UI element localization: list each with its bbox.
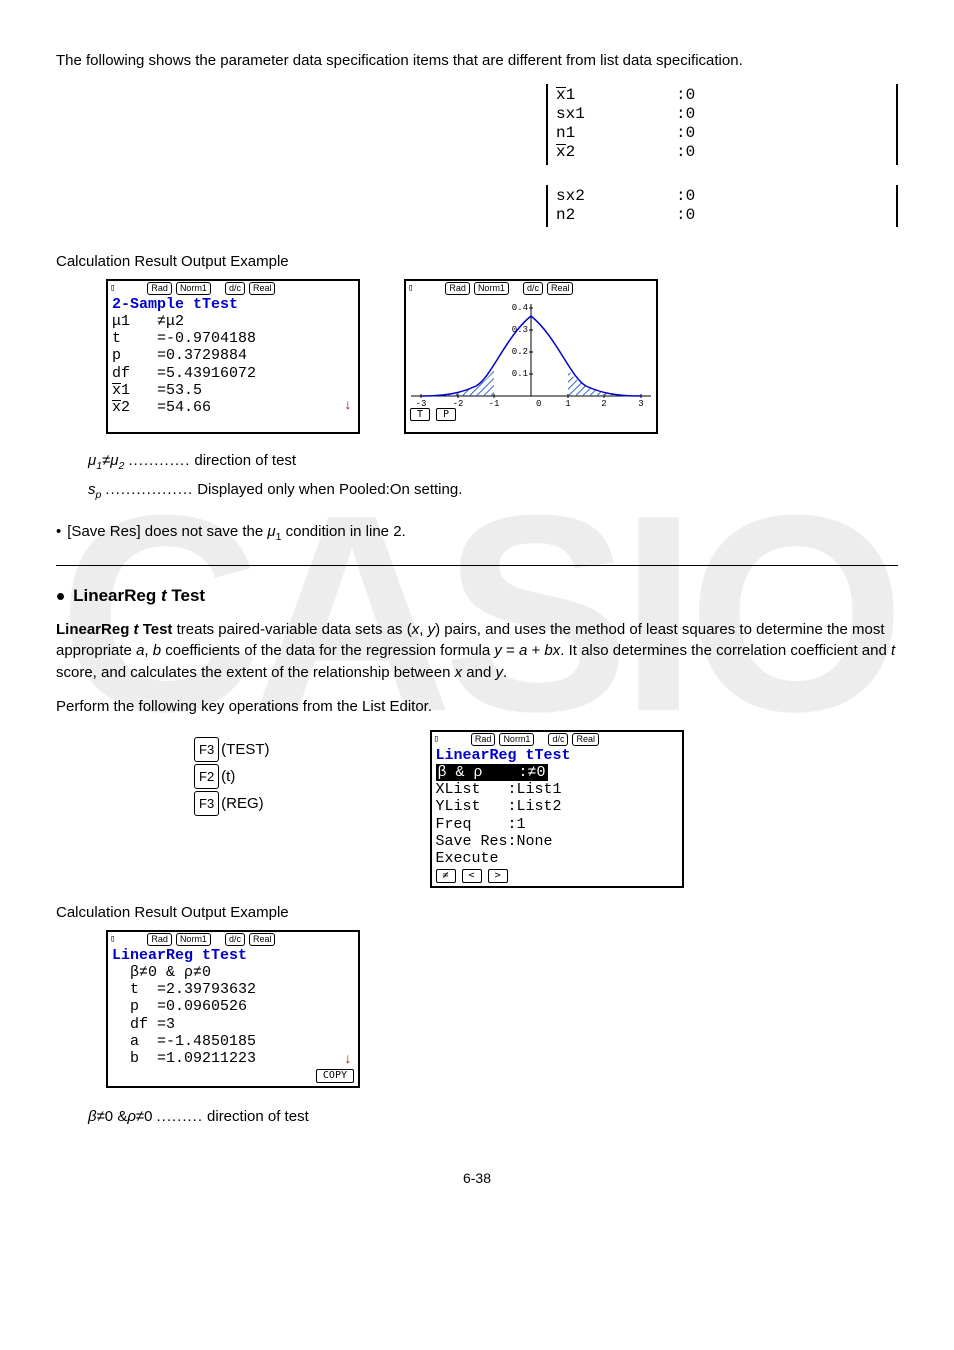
- result-row: a =-1.4850185: [112, 1033, 354, 1050]
- svg-text:-3: -3: [416, 399, 427, 408]
- intro-paragraph: The following shows the parameter data s…: [56, 50, 898, 72]
- battery-icon: ▯: [110, 283, 115, 293]
- definition-row: β≠0 & ρ≠0 ......... direction of test: [88, 1106, 898, 1128]
- key-operations: F3(TEST) F2(t) F3(REG): [194, 736, 270, 817]
- fkey-copy[interactable]: COPY: [316, 1069, 354, 1083]
- keycap-f3: F3: [194, 737, 219, 762]
- scroll-down-icon: ↓: [344, 398, 352, 414]
- badge-real: Real: [249, 282, 276, 295]
- svg-text:2: 2: [601, 399, 606, 408]
- badge-rad: Rad: [147, 282, 172, 295]
- result-row: x1 =53.5: [112, 382, 354, 399]
- svg-text:3: 3: [638, 399, 643, 408]
- linearreg-description: LinearReg t Test treats paired-variable …: [56, 619, 898, 684]
- definition-row: sp ................. Displayed only when…: [88, 479, 898, 503]
- svg-text:1: 1: [565, 399, 570, 408]
- param-block-2: sx2:0 n2:0: [546, 185, 898, 227]
- screen-row: Execute: [436, 850, 678, 867]
- screen-title: 2-Sample tTest: [112, 296, 354, 313]
- svg-text:0.4: 0.4: [512, 303, 528, 313]
- perform-line: Perform the following key operations fro…: [56, 696, 898, 718]
- screen-row-inverse: β & ρ :≠0: [436, 764, 678, 781]
- keycap-f2: F2: [194, 764, 219, 789]
- t-distribution-graph: -3 -2 -1 1 2 3 0.1 0.2 0.3 0.4: [406, 296, 656, 408]
- battery-icon: ▯: [110, 934, 115, 944]
- screen-row: XList :List1: [436, 781, 678, 798]
- fkey-neq[interactable]: ≠: [436, 869, 456, 883]
- page-number: 6-38: [56, 1168, 898, 1188]
- linearreg-heading: • LinearReg t Test: [56, 584, 898, 609]
- result-screen-graph: ▯ Rad Norm1 d/c Real -3 -2 -1 1 2: [404, 279, 658, 435]
- scroll-down-icon: ↓: [344, 1052, 352, 1068]
- result-row: p =0.0960526: [112, 998, 354, 1015]
- fkey-lt[interactable]: <: [462, 869, 482, 883]
- fkey-p[interactable]: P: [436, 408, 456, 422]
- save-res-note: • [Save Res] does not save the μ1 condit…: [56, 521, 898, 545]
- screen-row: Freq :1: [436, 816, 678, 833]
- linreg-result-screen: ▯ Rad Norm1 d/c Real LinearReg tTest β≠0…: [106, 930, 360, 1088]
- badge-dc: d/c: [225, 282, 245, 295]
- result-row: β≠0 & ρ≠0: [112, 964, 354, 981]
- svg-text:-2: -2: [453, 399, 464, 408]
- result-row: df =5.43916072: [112, 365, 354, 382]
- calc-result-label-2: Calculation Result Output Example: [56, 902, 898, 924]
- battery-icon: ▯: [408, 283, 413, 293]
- result-row: x2 =54.66: [112, 399, 354, 416]
- definition-row: μ1≠μ2 ............ direction of test: [88, 450, 898, 474]
- fkey-t[interactable]: T: [410, 408, 430, 422]
- screen-title: LinearReg tTest: [436, 747, 678, 764]
- param-block-1: x1:0 sx1:0 n1:0 x2:0: [546, 84, 898, 165]
- svg-text:0.1: 0.1: [512, 369, 528, 379]
- result-row: df =3: [112, 1016, 354, 1033]
- section-divider: [56, 565, 898, 566]
- badge-norm: Norm1: [176, 282, 211, 295]
- result-row: b =1.09211223: [112, 1050, 354, 1067]
- result-row: t =2.39793632: [112, 981, 354, 998]
- svg-text:0.2: 0.2: [512, 347, 528, 357]
- fkey-gt[interactable]: >: [488, 869, 508, 883]
- battery-icon: ▯: [434, 734, 439, 744]
- linreg-input-screen: ▯ Rad Norm1 d/c Real LinearReg tTest β &…: [430, 730, 684, 888]
- keycap-f3: F3: [194, 791, 219, 816]
- result-screen-2sample: ▯ Rad Norm1 d/c Real 2-Sample tTest μ1 ≠…: [106, 279, 360, 435]
- screen-title: LinearReg tTest: [112, 947, 354, 964]
- calc-result-label-1: Calculation Result Output Example: [56, 251, 898, 273]
- svg-text:0: 0: [536, 399, 541, 408]
- svg-text:-1: -1: [489, 399, 500, 408]
- result-row: μ1 ≠μ2: [112, 313, 354, 330]
- result-row: t =-0.9704188: [112, 330, 354, 347]
- result-row: p =0.3729884: [112, 347, 354, 364]
- screen-row: YList :List2: [436, 798, 678, 815]
- screen-row: Save Res:None: [436, 833, 678, 850]
